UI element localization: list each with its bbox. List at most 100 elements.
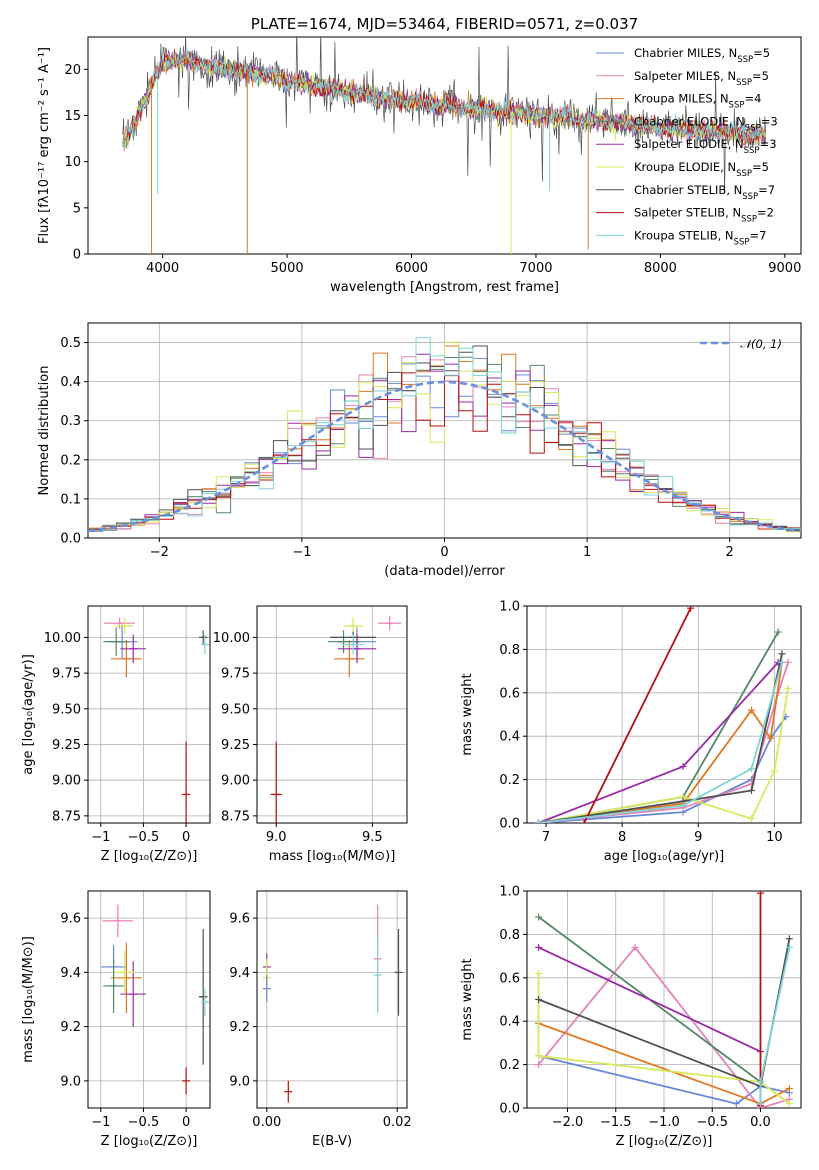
z-vs-weight-axes: −2.0 −1.5 −1.0 −0.5 0.0 0.0 0.2 0.4 0.6 0.8 1.0 Z [… — [460, 885, 802, 1149]
weight-line-salpeter_miles — [538, 662, 789, 823]
spectrum-axes: 4000 5000 6000 7000 8000 9000 0 5 10 15 20 waveleng… — [37, 36, 802, 295]
x-tick-label: 8 — [618, 830, 626, 845]
x-axis-label: Z [log₁₀(Z/Z⊙)] — [101, 1134, 198, 1149]
data-point — [120, 634, 147, 664]
y-axis-label: mass weight — [460, 958, 475, 1040]
y-tick-label: 10.00 — [44, 631, 81, 646]
y-tick-label: 9.6 — [229, 912, 250, 927]
y-tick-label: 9.0 — [60, 1074, 81, 1089]
y-tick-label: 9.75 — [221, 667, 250, 682]
weight-marker — [785, 1084, 793, 1092]
y-tick-label: 0.6 — [499, 971, 520, 986]
legend-entry: Chabrier MILES, NSSP=5 — [634, 46, 770, 65]
weight-marker — [748, 786, 756, 794]
data-point — [103, 627, 129, 656]
y-tick-label: 0.0 — [60, 532, 81, 547]
y-tick-label: 9.2 — [60, 1020, 81, 1035]
y-tick-label: 9.0 — [229, 1074, 250, 1089]
weight-line-kroupa_stelib — [759, 947, 791, 1104]
x-axis-label: age [log₁₀(age/yr)] — [604, 849, 725, 864]
weight-line-salpeter_stelib — [583, 607, 692, 823]
y-tick-label: 0.4 — [499, 730, 520, 745]
data-point — [182, 1067, 191, 1095]
x-tick-label: 0.02 — [383, 1115, 412, 1130]
weight-marker — [631, 943, 639, 951]
weight-marker — [784, 684, 792, 692]
data-point — [103, 958, 124, 1014]
weight-marker — [535, 1061, 543, 1069]
x-tick-label: 0 — [182, 1115, 190, 1130]
weight-marker — [679, 802, 687, 810]
y-tick-label: 9.6 — [60, 912, 81, 927]
weight-marker — [785, 1100, 793, 1108]
y-axis-label: Normed distribution — [37, 366, 52, 496]
data-point — [200, 634, 209, 655]
data-point — [198, 630, 208, 645]
data-point — [333, 640, 365, 678]
x-tick-label: 5000 — [271, 261, 304, 276]
weight-line-salpeter_elodie — [538, 661, 779, 823]
y-tick-label: 10 — [64, 155, 81, 170]
weight-marker — [778, 650, 786, 658]
y-tick-label: 9.00 — [221, 774, 250, 789]
x-tick-label: −1 — [91, 1115, 110, 1130]
x-axis-label: Z [log₁₀(Z/Z⊙)] — [101, 849, 198, 864]
x-tick-label: 6000 — [395, 261, 428, 276]
x-tick-label: −1 — [91, 830, 110, 845]
axes-frame — [87, 605, 211, 824]
weight-marker — [732, 1100, 740, 1108]
x-tick-label: 7000 — [519, 261, 552, 276]
residuals-axes: −2 −1 0 1 2 0.0 0.1 0.2 0.3 0.4 0.5 (data-model)/er… — [37, 322, 802, 579]
legend-entry: Chabrier STELIB, NSSP=7 — [634, 183, 775, 202]
y-tick-label: 9.4 — [60, 966, 81, 981]
weight-marker — [785, 943, 793, 951]
legend-entry: Salpeter MILES, NSSP=5 — [634, 69, 769, 88]
x-axis-label: E(B-V) — [312, 1134, 352, 1149]
x-tick-label: 2 — [726, 545, 734, 560]
y-tick-label: 9.50 — [52, 702, 81, 717]
x-axis-label: wavelength [Angstrom, rest frame] — [330, 280, 559, 295]
axes-frame — [87, 322, 802, 539]
y-tick-label: 9.25 — [52, 738, 81, 753]
weight-marker — [534, 819, 542, 823]
weight-marker — [580, 819, 588, 823]
data-point — [378, 615, 402, 631]
weight-marker — [748, 765, 756, 773]
y-tick-label: 0.3 — [60, 414, 81, 429]
z-vs-age-axes: −1 −0.5 0 8.75 9.00 9.25 9.50 9.75 10.00 Z [log₁₀… — [21, 605, 211, 864]
normal-curve — [88, 380, 801, 533]
x-tick-label: −0.5 — [128, 830, 160, 845]
legend-entry: 𝒩(0, 1) — [740, 337, 782, 351]
y-axis-label: age [log₁₀(age/yr)] — [21, 654, 36, 775]
legend-entry: Salpeter ELODIE, NSSP=3 — [634, 137, 777, 156]
y-tick-label: 9.4 — [229, 966, 250, 981]
y-tick-label: 0.2 — [60, 453, 81, 468]
data-point — [270, 741, 282, 823]
x-tick-label: −1 — [292, 545, 311, 560]
y-tick-label: 9.25 — [221, 738, 250, 753]
data-point — [200, 988, 209, 1016]
weight-marker — [767, 734, 775, 742]
y-tick-label: 5 — [73, 201, 81, 216]
y-axis-label: mass [log₁₀(M/M⊙)] — [21, 936, 36, 1063]
weight-marker — [756, 1100, 764, 1108]
weight-marker — [785, 935, 793, 943]
weight-marker — [784, 658, 792, 666]
axes-frame — [526, 890, 802, 1109]
data-point — [337, 634, 377, 664]
age-vs-weight-axes: 7 8 9 10 0.0 0.2 0.4 0.6 0.8 1.0 age [log₁₀(age/yr… — [460, 600, 802, 864]
y-tick-label: 9.2 — [229, 1020, 250, 1035]
weight-line-kroupa_elodie — [538, 688, 789, 823]
y-tick-label: 0.2 — [499, 773, 520, 788]
chart-title: PLATE=1674, MJD=53464, FIBERID=0571, z=0… — [251, 15, 638, 33]
weight-line-chabrier_miles — [538, 1055, 790, 1105]
weight-line-chabrier_stelib — [538, 653, 783, 823]
x-tick-label: 0.0 — [750, 1115, 771, 1130]
y-axis-label: mass weight — [460, 673, 475, 755]
axes-frame — [256, 605, 408, 824]
y-tick-label: 0.4 — [499, 1015, 520, 1030]
x-tick-label: 7 — [542, 830, 550, 845]
y-tick-label: 9.50 — [221, 702, 250, 717]
axes-frame — [526, 605, 802, 824]
